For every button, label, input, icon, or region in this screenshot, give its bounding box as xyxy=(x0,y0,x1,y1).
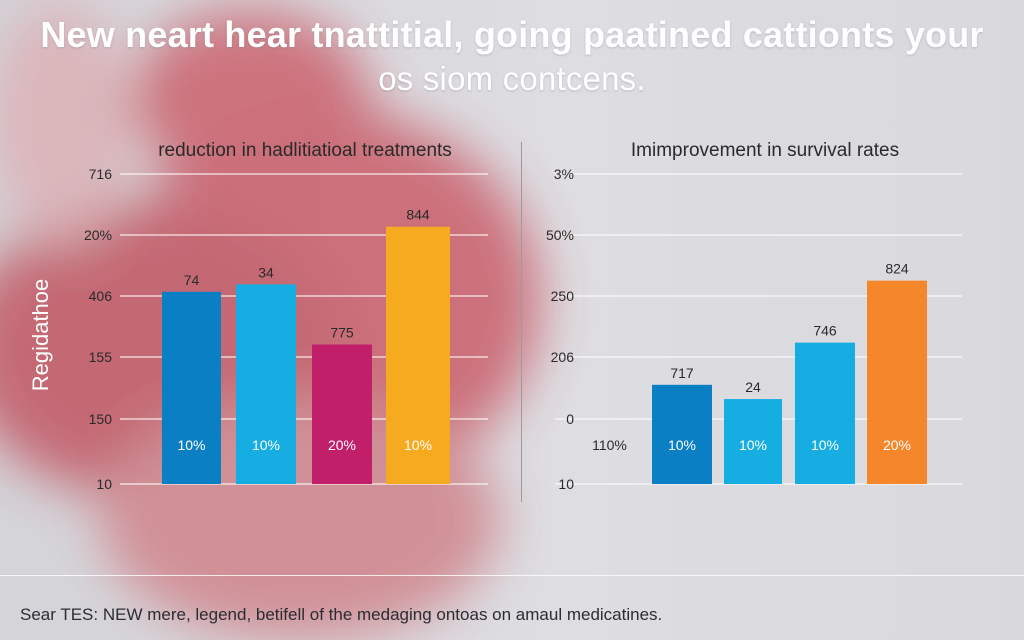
data-label: 746 xyxy=(813,323,837,339)
y-tick-label: 250 xyxy=(551,288,575,304)
category-label: 10% xyxy=(177,437,205,453)
data-label: 844 xyxy=(406,207,430,223)
y-tick-label: 0 xyxy=(566,411,574,427)
y-tick-label: 50% xyxy=(546,227,574,243)
bar xyxy=(236,284,296,484)
y-tick-label: 20% xyxy=(84,227,112,243)
bar xyxy=(652,384,712,484)
bar xyxy=(724,399,782,484)
data-label: 34 xyxy=(258,264,274,280)
data-label: 74 xyxy=(184,272,200,288)
y-tick-label: 406 xyxy=(89,288,113,304)
data-label: 824 xyxy=(885,261,909,277)
category-label: 10% xyxy=(811,437,839,453)
headline-line-1: New neart hear tnattitial, going paatine… xyxy=(40,14,984,55)
bar xyxy=(867,280,927,484)
bottom-rule xyxy=(0,575,1024,576)
y-tick-label: 155 xyxy=(89,349,113,365)
data-label: 717 xyxy=(670,365,694,381)
y-tick-label: 10 xyxy=(96,476,112,492)
category-label: 10% xyxy=(668,437,696,453)
category-label: 10% xyxy=(252,437,280,453)
y-tick-label: 716 xyxy=(89,166,113,182)
bar xyxy=(312,344,372,484)
data-label: 24 xyxy=(745,379,761,395)
y-tick-label: 206 xyxy=(551,349,575,365)
category-label: 10% xyxy=(739,437,767,453)
bar xyxy=(386,226,450,484)
y-tick-label: 150 xyxy=(89,411,113,427)
y-tick-label: 10 xyxy=(558,476,574,492)
chart-title-right: Imimprovement in survival rates xyxy=(630,140,900,161)
category-label: 20% xyxy=(883,437,911,453)
data-label: 775 xyxy=(330,325,354,341)
y-tick-label: 3% xyxy=(554,166,574,182)
category-label: 10% xyxy=(404,437,432,453)
chart-title-left: reduction in hadlitiatioal treatments xyxy=(158,140,452,161)
bar xyxy=(162,291,221,484)
category-label: 110% xyxy=(592,437,627,453)
bar xyxy=(795,342,855,484)
headline-line-2: os siom contcens. xyxy=(378,60,646,97)
category-label: 20% xyxy=(328,437,356,453)
chart-divider xyxy=(521,142,522,502)
caption-text: Sear TES: NEW mere, legend, betifell of … xyxy=(20,605,663,624)
